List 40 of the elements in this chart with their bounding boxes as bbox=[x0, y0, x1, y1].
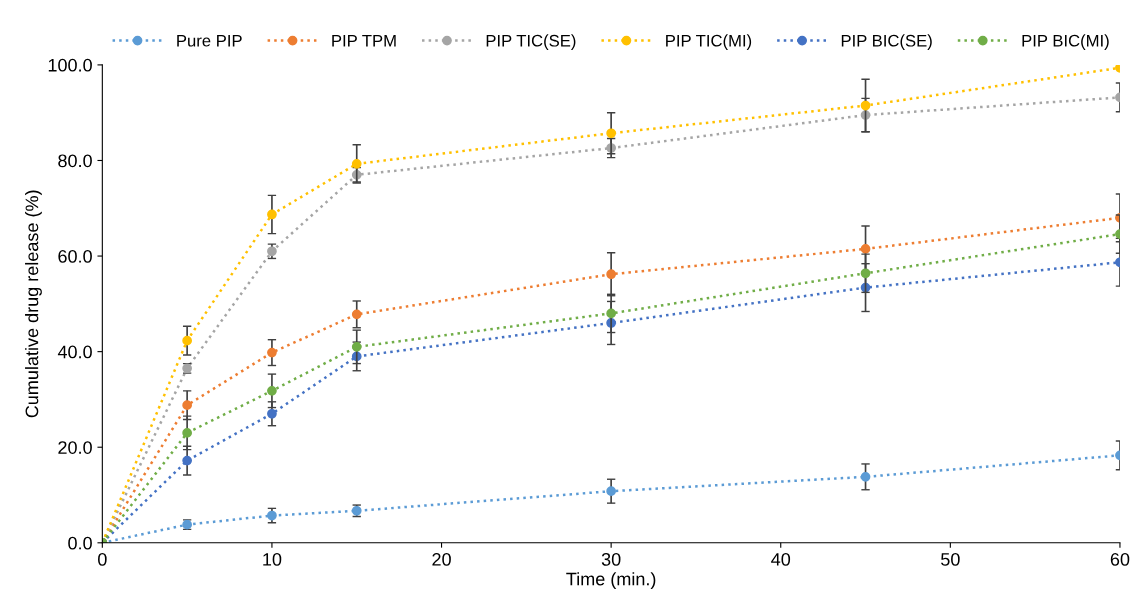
point bbox=[351, 341, 362, 352]
y-tick-label: 20.0 bbox=[58, 441, 92, 454]
legend-label: PIP BIC(MI) bbox=[1022, 34, 1109, 50]
point bbox=[860, 100, 871, 111]
x-tick-label: 0 bbox=[98, 553, 107, 566]
y-tick-label: 0.0 bbox=[68, 536, 92, 550]
point bbox=[267, 347, 277, 358]
y-axis-title: Cumulative drug release (%) bbox=[25, 190, 42, 418]
point bbox=[606, 128, 616, 139]
point bbox=[267, 385, 277, 396]
point bbox=[182, 400, 192, 411]
point bbox=[351, 158, 362, 169]
x-tick-label: 50 bbox=[941, 553, 960, 566]
point bbox=[351, 309, 362, 320]
y-tick-label: 60.0 bbox=[58, 249, 92, 263]
point bbox=[267, 209, 277, 220]
point bbox=[182, 428, 192, 438]
legend-label: PIP TIC(MI) bbox=[666, 34, 752, 50]
x-tick-label: 60 bbox=[1110, 553, 1130, 566]
legend-label: PIP TIC(SE) bbox=[486, 34, 576, 50]
point bbox=[860, 244, 871, 254]
point bbox=[182, 335, 192, 346]
x-tick-label: 30 bbox=[601, 553, 621, 566]
y-tick-label: 40.0 bbox=[57, 345, 92, 359]
y-tick-label: 100.0 bbox=[48, 58, 92, 72]
point bbox=[182, 455, 192, 466]
legend-label: Pure PIP bbox=[177, 34, 242, 47]
point bbox=[860, 268, 871, 279]
y-tick-label: 80.0 bbox=[58, 154, 92, 168]
point bbox=[606, 269, 616, 280]
point bbox=[860, 471, 871, 482]
point bbox=[267, 408, 277, 419]
x-axis-title: Time (min.) bbox=[566, 572, 656, 589]
x-tick-label: 20 bbox=[432, 553, 451, 566]
legend-label: PIP TPM bbox=[332, 34, 396, 47]
point bbox=[606, 486, 616, 497]
legend-label: PIP BIC(SE) bbox=[841, 34, 932, 50]
point bbox=[606, 308, 616, 319]
x-tick-label: 40 bbox=[771, 553, 791, 566]
x-tick-label: 10 bbox=[263, 553, 282, 566]
